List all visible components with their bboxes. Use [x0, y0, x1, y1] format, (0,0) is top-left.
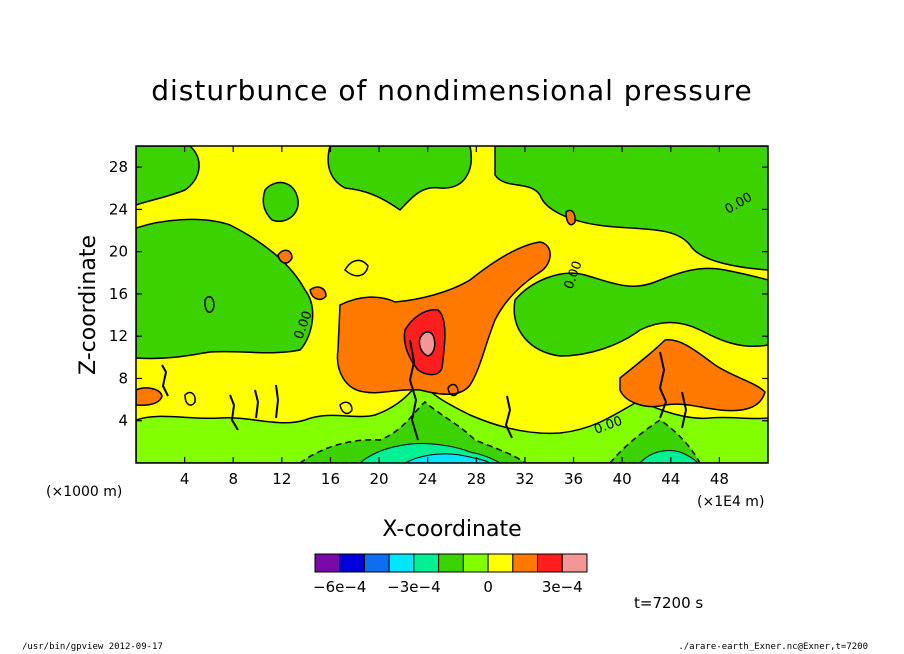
region-positive-center: [336, 241, 551, 395]
x-tick-label: 4: [180, 470, 190, 488]
colorbar-swatch: [561, 553, 588, 573]
region-negative-core-2: [404, 453, 491, 463]
region-positive-center-max: [418, 331, 436, 357]
time-label: t=7200 s: [634, 594, 704, 612]
y-tick-label: 8: [118, 369, 128, 387]
region-top-right: [494, 146, 768, 271]
colorbar-swatch: [363, 553, 390, 573]
x-tick-label: 28: [467, 470, 486, 488]
colorbar-swatch: [388, 553, 415, 573]
plot-frame: [135, 145, 769, 464]
x-tick-label: 44: [661, 470, 680, 488]
colorbar: −6e−4 −3e−4 0 3e−4: [313, 553, 588, 596]
x-axis: 4 8 12 16 20 24 28 32 36 40 44 48: [180, 146, 729, 488]
contour-island-2: [344, 259, 369, 277]
contour-island-6: [339, 401, 353, 415]
region-negative-bottom: [136, 378, 768, 463]
region-positive-small-1: [309, 286, 327, 301]
colorbar-swatch: [438, 553, 464, 573]
region-positive-left-mid: [136, 218, 314, 360]
contour-spike-1: [161, 364, 169, 397]
x-tick-label: 48: [710, 470, 729, 488]
x-tick-label: 8: [228, 470, 238, 488]
region-negative-deep: [298, 401, 527, 463]
region-positive-left-top: [136, 146, 200, 206]
colorbar-label: 3e−4: [542, 578, 583, 596]
x-tick-label: 12: [272, 470, 291, 488]
footer-right: ./arare-earth_Exner.nc@Exner,t=7200: [678, 642, 868, 652]
region-negative-core-3: [639, 449, 699, 463]
heatmap-field: [136, 146, 768, 463]
region-top-center: [327, 146, 472, 211]
colorbar-swatch: [487, 553, 514, 573]
x-unit-left: (×1000 m): [46, 484, 122, 500]
region-top-center-left: [262, 181, 299, 222]
y-axis: 4 8 12 16 20 24 28: [109, 158, 768, 430]
region-positive-small-2: [565, 209, 576, 226]
colorbar-swatch: [314, 553, 341, 573]
y-tick-label: 20: [109, 243, 128, 261]
x-tick-label: 16: [321, 470, 340, 488]
colorbar-label: −6e−4: [313, 578, 366, 596]
x-tick-label: 32: [515, 470, 534, 488]
contour-island-4: [184, 391, 196, 406]
region-positive-left-small: [136, 387, 163, 406]
y-tick-label: 24: [109, 200, 128, 218]
footer-left: /usr/bin/gpview 2012-09-17: [22, 642, 163, 652]
x-unit-right: (×1E4 m): [697, 494, 764, 510]
colorbar-swatch: [413, 553, 440, 573]
x-tick-label: 24: [418, 470, 437, 488]
colorbar-swatch: [339, 553, 365, 573]
contour-spike-3: [254, 389, 260, 419]
x-tick-label: 40: [613, 470, 632, 488]
contour-spike-7: [658, 351, 668, 419]
y-tick-label: 28: [109, 158, 128, 176]
contour-spike-5: [408, 339, 419, 441]
contour-spike-4: [275, 384, 280, 419]
y-tick-label: 4: [118, 412, 128, 430]
y-tick-label: 16: [109, 285, 128, 303]
contour-spike-6: [504, 395, 513, 439]
colorbar-label: 0: [483, 578, 493, 596]
contour-island-3: [277, 249, 293, 264]
contour-spike-8: [681, 391, 688, 429]
colorbar-swatch: [462, 553, 489, 573]
colorbar-swatch: [512, 553, 539, 573]
contour-island-5: [447, 383, 459, 397]
x-tick-label: 36: [564, 470, 583, 488]
x-tick-label: 20: [370, 470, 389, 488]
y-axis-label: Z-coordinate: [76, 235, 101, 375]
contour-island-1: [204, 295, 215, 313]
colorbar-swatch: [537, 553, 563, 573]
contour-spike-2: [229, 394, 239, 431]
y-tick-label: 12: [109, 327, 128, 345]
colorbar-label: −3e−4: [387, 578, 440, 596]
chart-title: disturbunce of nondimensional pressure: [151, 74, 753, 107]
x-axis-label: X-coordinate: [382, 517, 521, 542]
